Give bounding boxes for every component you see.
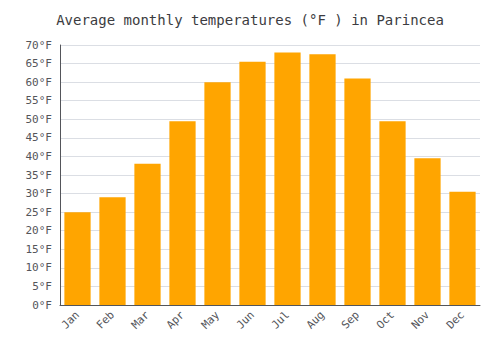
svg-text:5°F: 5°F xyxy=(32,280,52,293)
svg-text:40°F: 40°F xyxy=(26,150,53,163)
svg-text:Nov: Nov xyxy=(409,308,432,331)
svg-text:Average monthly temperatures (: Average monthly temperatures (°F ) in Pa… xyxy=(56,12,444,28)
svg-text:20°F: 20°F xyxy=(26,224,53,237)
svg-text:Feb: Feb xyxy=(94,308,117,331)
svg-text:35°F: 35°F xyxy=(26,169,53,182)
svg-text:25°F: 25°F xyxy=(26,206,53,219)
svg-text:10°F: 10°F xyxy=(26,261,53,274)
svg-text:Sep: Sep xyxy=(339,308,362,331)
svg-text:Apr: Apr xyxy=(164,308,187,331)
svg-text:30°F: 30°F xyxy=(26,187,53,200)
svg-text:Mar: Mar xyxy=(129,308,152,331)
svg-text:15°F: 15°F xyxy=(26,243,53,256)
svg-text:Oct: Oct xyxy=(374,308,397,331)
svg-text:70°F: 70°F xyxy=(26,39,53,52)
svg-text:Jul: Jul xyxy=(269,308,292,331)
svg-text:Jun: Jun xyxy=(234,308,257,331)
svg-text:Aug: Aug xyxy=(304,308,327,331)
svg-text:Dec: Dec xyxy=(444,308,467,331)
svg-text:0°F: 0°F xyxy=(32,299,52,312)
svg-text:May: May xyxy=(199,308,222,331)
svg-text:50°F: 50°F xyxy=(26,113,53,126)
svg-text:60°F: 60°F xyxy=(26,76,53,89)
svg-text:Jan: Jan xyxy=(59,308,82,331)
svg-text:45°F: 45°F xyxy=(26,131,53,144)
svg-text:65°F: 65°F xyxy=(26,57,53,70)
svg-text:55°F: 55°F xyxy=(26,94,53,107)
